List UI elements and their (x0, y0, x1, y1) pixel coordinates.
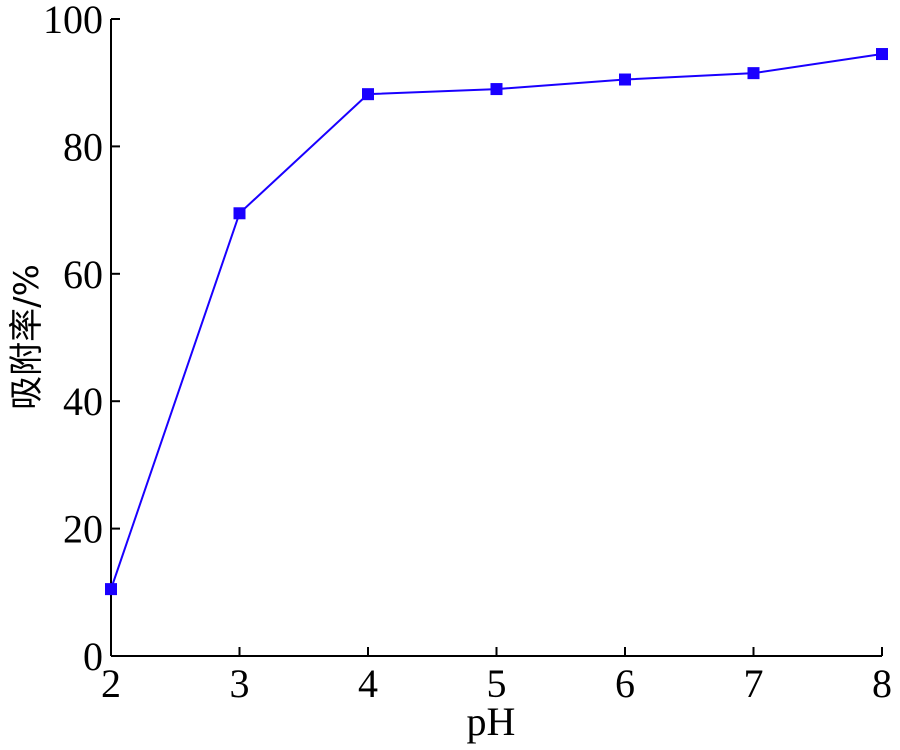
x-tick-label: 8 (872, 661, 892, 706)
x-tick-label: 6 (615, 661, 635, 706)
data-point-marker (105, 583, 117, 596)
series-layer (105, 48, 888, 596)
data-point-marker (876, 48, 888, 61)
y-tick-label: 40 (63, 379, 103, 424)
data-point-marker (233, 207, 246, 220)
x-ticks: 2 3 4 5 6 7 8 (101, 647, 892, 706)
y-axis-title: 吸附率/% (7, 264, 47, 410)
x-tick-label: 3 (230, 661, 250, 706)
data-point-marker (747, 67, 760, 80)
x-tick-label: 7 (744, 661, 764, 706)
series-line (110, 53, 883, 590)
x-tick-label: 2 (101, 661, 121, 706)
y-ticks: 0 20 40 60 80 100 (43, 0, 120, 679)
y-tick-label: 100 (43, 0, 103, 42)
x-axis-title: pH (467, 699, 516, 744)
data-point-marker (490, 83, 503, 96)
y-tick-label: 60 (63, 252, 103, 297)
y-tick-label: 80 (63, 124, 103, 169)
y-tick-label: 0 (83, 634, 103, 679)
x-tick-label: 5 (487, 661, 507, 706)
axes (110, 19, 882, 657)
data-point-marker (362, 88, 374, 101)
y-tick-label: 20 (63, 507, 103, 552)
x-tick-label: 4 (358, 661, 378, 706)
data-point-marker (619, 73, 631, 86)
